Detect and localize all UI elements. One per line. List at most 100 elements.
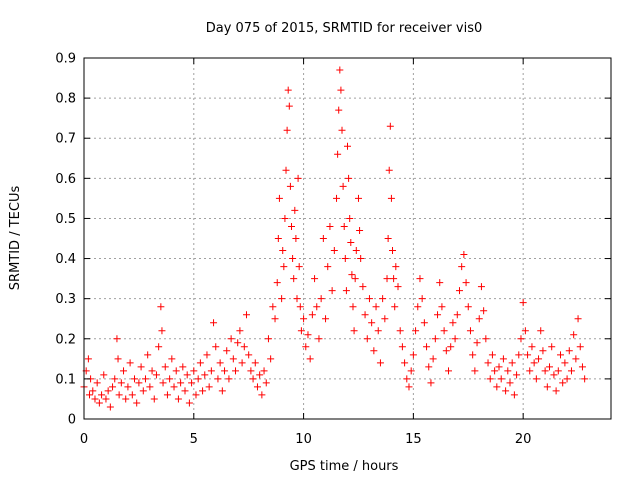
data-point [401, 359, 409, 367]
data-point [157, 303, 165, 311]
data-point [158, 327, 166, 335]
data-point [133, 399, 141, 407]
chart-title: Day 075 of 2015, SRMTID for receiver vis… [206, 21, 483, 36]
data-point [495, 363, 503, 371]
data-point [190, 367, 198, 375]
data-point [344, 142, 351, 150]
plot-frame [83, 57, 612, 420]
data-point [135, 379, 143, 387]
data-point [438, 303, 446, 311]
data-point [539, 347, 547, 355]
data-point [236, 327, 244, 335]
data-point [285, 102, 293, 110]
data-point [223, 347, 231, 355]
data-point [513, 371, 521, 379]
data-point [469, 351, 477, 359]
data-point [416, 275, 424, 283]
data-point [455, 287, 463, 295]
data-point [471, 367, 479, 375]
data-point [115, 391, 123, 399]
data-point [431, 335, 439, 343]
data-point [506, 379, 514, 387]
x-tick-label: 20 [515, 432, 532, 447]
data-point [460, 251, 468, 259]
x-tick-label: 5 [190, 432, 198, 447]
data-point [297, 327, 305, 335]
data-point [114, 355, 122, 363]
data-point [462, 279, 470, 287]
data-point [390, 275, 398, 283]
data-point [405, 383, 413, 391]
data-point [267, 355, 275, 363]
data-point [104, 387, 112, 395]
data-point [504, 367, 512, 375]
data-point [370, 347, 378, 355]
data-point [177, 379, 185, 387]
data-point [148, 367, 156, 375]
data-point [313, 303, 321, 311]
data-point [247, 367, 255, 375]
data-point [565, 347, 573, 355]
data-point [559, 379, 567, 387]
data-point [183, 371, 191, 379]
data-point [379, 295, 387, 303]
data-point [475, 315, 483, 323]
data-point [279, 247, 287, 255]
data-point [429, 355, 437, 363]
data-point [292, 235, 300, 242]
data-point [328, 287, 336, 295]
data-point [493, 383, 501, 391]
y-tick-label: 0.2 [55, 332, 76, 347]
data-point [508, 359, 516, 367]
y-tick-label: 0.3 [55, 292, 76, 307]
data-point [337, 86, 345, 94]
data-point [521, 327, 529, 335]
data-point [216, 359, 224, 367]
data-point [368, 319, 376, 327]
data-point [168, 355, 176, 363]
data-point [530, 359, 538, 367]
data-point [282, 166, 290, 174]
data-point [319, 235, 327, 242]
data-point [194, 375, 202, 383]
data-point [473, 339, 481, 347]
data-point [576, 343, 584, 351]
data-point [281, 214, 289, 222]
data-point [488, 351, 496, 359]
data-point [214, 375, 222, 383]
data-point [440, 327, 448, 335]
data-point [322, 315, 330, 323]
data-point [286, 182, 294, 190]
data-point [262, 379, 270, 387]
data-point [451, 335, 459, 343]
data-point [273, 279, 281, 287]
data-point [229, 355, 237, 363]
data-point [274, 235, 282, 242]
data-point [102, 395, 110, 403]
data-point [278, 295, 286, 303]
grid-layer [84, 58, 611, 419]
data-point [535, 355, 543, 363]
data-point [199, 387, 207, 395]
data-point [290, 275, 298, 283]
data-point [342, 287, 350, 295]
data-point [117, 379, 125, 387]
data-point [146, 383, 154, 391]
data-point [84, 355, 92, 363]
points-layer [80, 66, 589, 411]
data-point [210, 319, 218, 327]
data-point [398, 343, 406, 351]
data-point [174, 395, 182, 403]
x-tick-label: 10 [295, 432, 312, 447]
data-point [363, 335, 371, 343]
data-point [126, 359, 134, 367]
data-point [466, 327, 474, 335]
data-point [581, 375, 589, 383]
data-point [387, 194, 395, 202]
data-point [333, 194, 341, 202]
data-point [572, 355, 580, 363]
data-point [447, 343, 455, 351]
data-point [93, 379, 101, 387]
data-point [159, 379, 167, 387]
data-point [403, 375, 411, 383]
